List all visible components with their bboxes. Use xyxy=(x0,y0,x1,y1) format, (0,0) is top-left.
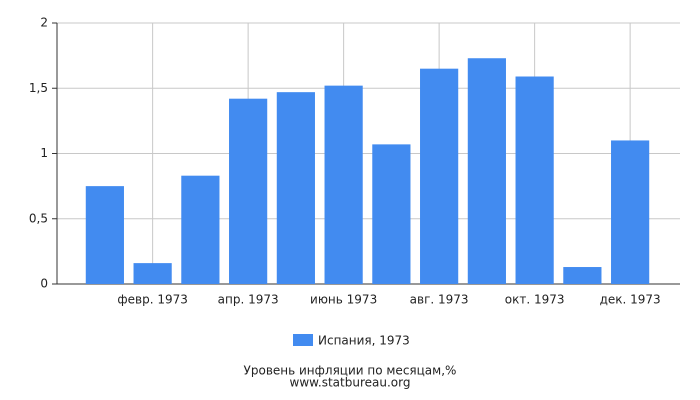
bar xyxy=(515,76,554,284)
bar xyxy=(181,175,220,284)
chart-title: Уровень инфляции по месяцам,% xyxy=(244,364,457,378)
bar xyxy=(85,186,124,284)
bar xyxy=(133,263,172,284)
bar xyxy=(372,144,411,284)
source: www.statbureau.org xyxy=(290,376,411,390)
y-tick-label: 0,5 xyxy=(29,211,48,225)
x-tick-label: окт. 1973 xyxy=(505,293,565,307)
x-tick-label: авг. 1973 xyxy=(410,293,469,307)
bar xyxy=(229,98,268,284)
x-tick-label: дек. 1973 xyxy=(600,293,661,307)
x-tick-label: июнь 1973 xyxy=(310,293,377,307)
bar xyxy=(324,85,363,284)
x-tick-label: апр. 1973 xyxy=(218,293,279,307)
bar xyxy=(276,92,315,284)
legend-swatch xyxy=(293,334,313,346)
y-tick-label: 0 xyxy=(40,277,48,291)
bar xyxy=(467,58,506,284)
bar xyxy=(611,140,650,284)
y-tick-label: 2 xyxy=(40,16,48,30)
y-tick-label: 1,5 xyxy=(29,81,48,95)
x-tick-label: февр. 1973 xyxy=(117,293,188,307)
bar xyxy=(563,267,602,284)
legend-label: Испания, 1973 xyxy=(318,334,410,348)
bar xyxy=(420,68,459,284)
y-tick-label: 1 xyxy=(40,146,48,160)
